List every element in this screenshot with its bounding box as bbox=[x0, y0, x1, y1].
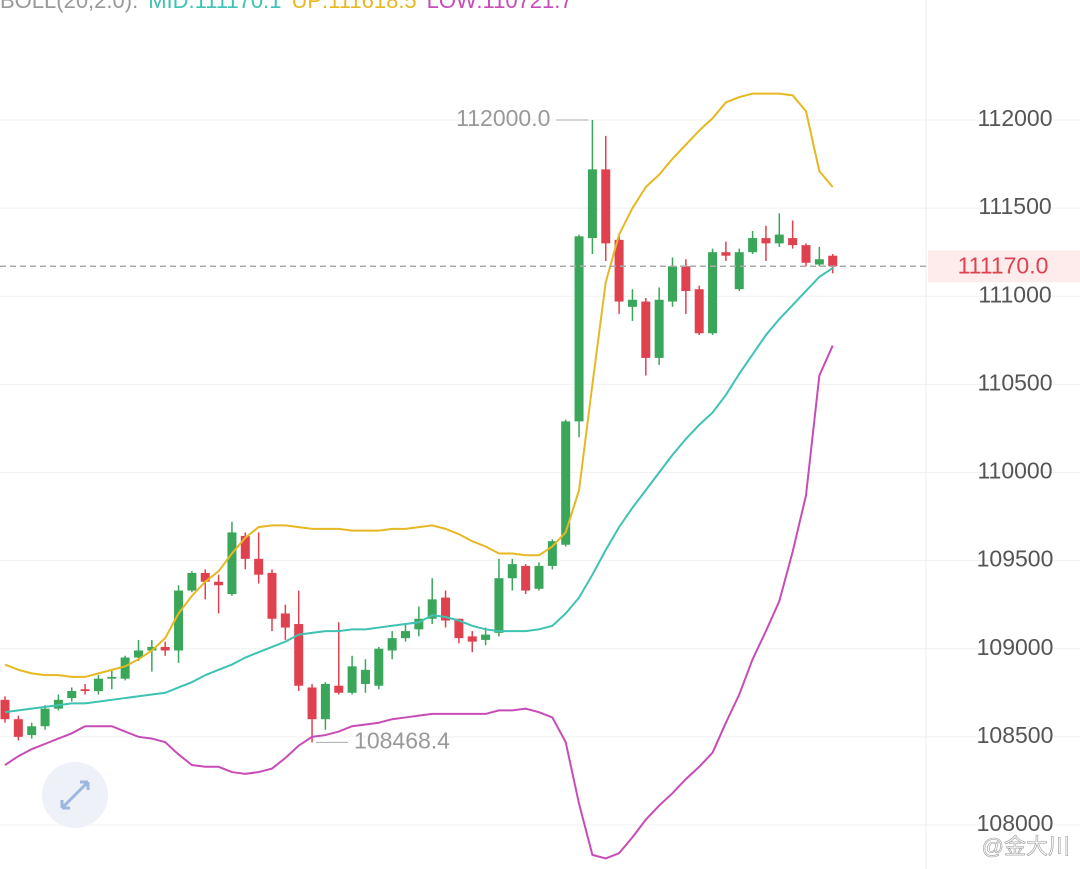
candle-body bbox=[668, 266, 677, 302]
expand-icon[interactable] bbox=[60, 780, 90, 810]
band-line bbox=[4, 267, 834, 714]
candle-body bbox=[614, 239, 624, 302]
candle-body bbox=[320, 683, 330, 720]
max-label: 112000.0 bbox=[456, 105, 550, 131]
candle-body bbox=[0, 699, 10, 720]
candle-body bbox=[761, 238, 771, 244]
candle-body bbox=[814, 259, 824, 265]
candle-body bbox=[521, 565, 531, 591]
y-tick-label: 112000 bbox=[977, 105, 1052, 131]
candle-body bbox=[454, 618, 464, 639]
candle-body bbox=[200, 572, 210, 582]
candle-body bbox=[80, 689, 90, 692]
min-label: 108468.4 bbox=[354, 727, 450, 753]
candle-body bbox=[641, 301, 651, 358]
y-tick-label: 111500 bbox=[978, 193, 1051, 219]
y-tick-label: 110500 bbox=[977, 369, 1052, 395]
candle-body bbox=[828, 255, 838, 267]
expand-button[interactable] bbox=[42, 762, 108, 828]
band-line bbox=[4, 92, 834, 678]
band-line bbox=[4, 345, 834, 860]
candle-body bbox=[93, 678, 103, 692]
candle-body bbox=[174, 590, 184, 651]
candle-body bbox=[774, 234, 784, 244]
candle-body bbox=[601, 169, 611, 244]
candle-body bbox=[788, 238, 798, 246]
candle-body bbox=[347, 666, 357, 693]
candle-body bbox=[387, 638, 397, 651]
candle-body bbox=[748, 238, 758, 253]
candle-body bbox=[280, 613, 290, 628]
candle-body bbox=[481, 634, 491, 640]
candle-body bbox=[107, 676, 117, 679]
candle-body bbox=[547, 541, 557, 566]
last-price-label: 111170.0 bbox=[958, 252, 1049, 278]
candle-body bbox=[681, 266, 691, 291]
candle-body bbox=[294, 624, 304, 686]
candle-body bbox=[721, 252, 731, 256]
candle-body bbox=[708, 252, 718, 334]
candle-body bbox=[67, 691, 77, 699]
candle-body bbox=[160, 646, 170, 651]
candle-body bbox=[307, 687, 317, 720]
candle-body bbox=[507, 564, 517, 579]
last-price-box bbox=[928, 250, 1080, 283]
candle-body bbox=[561, 421, 571, 545]
watermark: @金大川 bbox=[982, 834, 1070, 859]
candle-body bbox=[534, 565, 544, 589]
candle-body bbox=[441, 597, 451, 621]
y-tick-label: 111000 bbox=[978, 281, 1051, 307]
candle-body bbox=[13, 719, 23, 737]
candle-body bbox=[267, 572, 277, 619]
candle-body bbox=[654, 299, 664, 358]
y-tick-label: 109000 bbox=[977, 634, 1054, 660]
candle-body bbox=[494, 578, 504, 633]
candle-body bbox=[414, 618, 424, 630]
legend-entry: MID:111170.1 bbox=[148, 0, 281, 13]
candle-body bbox=[694, 289, 704, 334]
y-tick-label: 109500 bbox=[977, 546, 1054, 572]
candle-body bbox=[734, 252, 744, 290]
candle-body bbox=[401, 631, 410, 639]
candle-body bbox=[40, 708, 50, 727]
y-tick-label: 108000 bbox=[977, 810, 1054, 836]
candle-body bbox=[134, 650, 143, 658]
candle-body bbox=[374, 648, 384, 686]
candle-body bbox=[587, 169, 597, 239]
candle-body bbox=[801, 245, 811, 263]
candle-body bbox=[254, 558, 264, 575]
y-tick-label: 108500 bbox=[977, 722, 1054, 748]
candle-body bbox=[120, 657, 130, 679]
candle-body bbox=[214, 581, 224, 586]
candle-body bbox=[334, 685, 344, 693]
candle-body bbox=[574, 236, 584, 422]
candle-body bbox=[467, 636, 477, 642]
candle-body bbox=[147, 646, 157, 651]
legend-label: BOLL(20,2.0): bbox=[0, 0, 138, 13]
candle-body bbox=[240, 535, 250, 559]
candle-body bbox=[360, 669, 370, 684]
candle-body bbox=[227, 532, 237, 595]
legend-entry: LOW:110721.7 bbox=[427, 0, 573, 13]
y-tick-label: 110000 bbox=[977, 458, 1052, 484]
legend-entry: UP:111618.5 bbox=[292, 0, 417, 13]
candle-body bbox=[627, 299, 637, 307]
legend: BOLL(20,2.0): MID:111170.1 UP:111618.5 LOW:… bbox=[0, 0, 573, 13]
candle-body bbox=[187, 572, 197, 591]
candle-body bbox=[27, 726, 37, 736]
candle-body bbox=[427, 599, 437, 619]
